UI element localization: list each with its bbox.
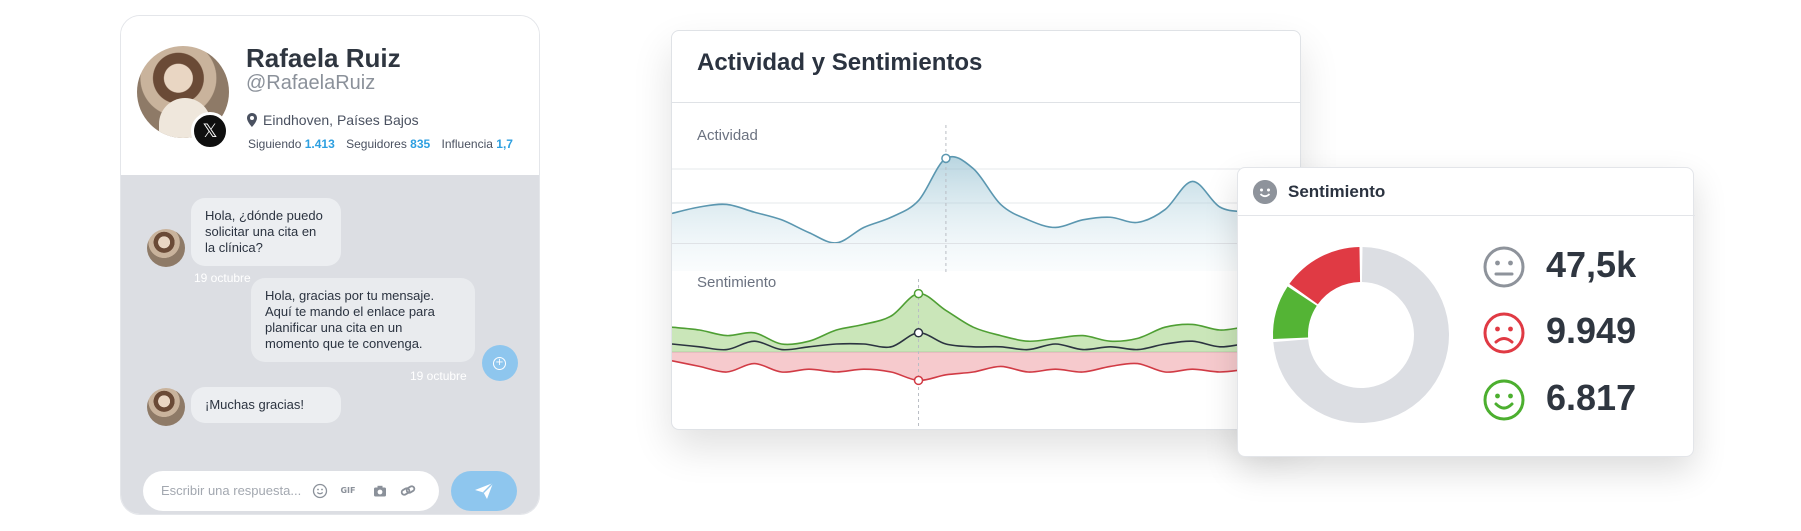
sentiment-card: Sentimiento 47,5k 9.949 6.817 — [1237, 167, 1695, 457]
send-button[interactable] — [451, 471, 517, 511]
profile-location: Eindhoven, Países Bajos — [247, 112, 419, 128]
reply-placeholder: Escribir una respuesta... — [161, 483, 302, 498]
gif-button[interactable]: GIF — [340, 486, 356, 495]
header-divider — [672, 102, 1300, 103]
sender-avatar — [147, 229, 185, 267]
positive-line — [672, 292, 1300, 346]
negative-point — [913, 375, 924, 386]
following-count: 1.413 — [304, 137, 335, 151]
negative-area — [672, 352, 1300, 381]
x-logo-icon: 𝕏 — [191, 112, 229, 150]
neutral-line — [672, 331, 1300, 351]
sentiment-panel-label: Sentimiento — [697, 274, 777, 291]
camera-icon[interactable] — [371, 482, 389, 500]
positive-point — [913, 288, 924, 299]
message-timestamp: 19 octubre — [410, 369, 467, 383]
positive-count: 6.817 — [1546, 377, 1637, 418]
influence-score: 1,7 — [496, 137, 513, 151]
message-bubble-incoming: ¡Muchas gracias! — [191, 387, 341, 423]
sentiment-chart — [672, 279, 1300, 429]
following-label: Siguiendo — [248, 137, 302, 151]
donut-slice-neutral — [1273, 247, 1449, 423]
chat-thread: Hola, ¿dónde puedo solicitar una cita en… — [121, 175, 539, 514]
brand-logo-icon: + — [493, 356, 506, 370]
donut-slice-negative — [1289, 247, 1361, 305]
negative-count: 9.949 — [1546, 310, 1637, 351]
reply-input[interactable]: Escribir una respuesta... GIF — [143, 471, 439, 511]
location-text: Eindhoven, Países Bajos — [263, 112, 419, 128]
message-timestamp: 19 octubre — [194, 271, 251, 285]
message-bubble-outgoing: Hola, gracias por tu mensaje. Aquí te ma… — [251, 278, 475, 362]
send-icon — [475, 482, 494, 499]
sender-avatar — [147, 388, 185, 426]
neutral-point — [913, 328, 924, 338]
negative-line — [672, 360, 1300, 382]
sentiment-title: Sentimiento — [1288, 182, 1386, 201]
profile-stats: Siguiendo 1.413 Seguidores 835 Influenci… — [248, 137, 521, 151]
followers-count: 835 — [410, 137, 431, 151]
sentiment-donut-chart — [1273, 247, 1449, 423]
neutral-count: 47,5k — [1546, 244, 1637, 285]
activity-line — [672, 155, 1300, 244]
profile-name: Rafaela Ruiz — [246, 43, 401, 73]
profile-header: 𝕏 Rafaela Ruiz @RafaelaRuiz Eindhoven, P… — [121, 16, 539, 175]
location-pin-icon — [247, 113, 257, 127]
followers-label: Seguidores — [346, 137, 407, 151]
sad-face-icon — [1483, 312, 1525, 354]
donut-slice-positive — [1273, 286, 1317, 340]
emoji-icon[interactable] — [311, 482, 329, 500]
activity-chart — [672, 125, 1300, 273]
link-icon[interactable] — [399, 482, 417, 500]
brand-avatar: + — [482, 345, 518, 381]
activity-point — [941, 153, 951, 164]
activity-sentiment-card: Actividad y Sentimientos Actividad Senti… — [671, 30, 1301, 430]
happy-face-icon — [1483, 379, 1525, 421]
panel-divider — [672, 243, 1300, 244]
message-bubble-incoming: Hola, ¿dónde puedo solicitar una cita en… — [191, 198, 341, 266]
positive-area — [672, 293, 1300, 352]
smiley-icon — [1253, 180, 1277, 204]
card-title: Actividad y Sentimientos — [697, 49, 983, 76]
sentiment-header: Sentimiento — [1238, 168, 1695, 216]
influence-label: Influencia — [441, 137, 493, 151]
neutral-face-icon — [1483, 246, 1525, 288]
activity-panel-label: Actividad — [697, 127, 758, 144]
profile-card: 𝕏 Rafaela Ruiz @RafaelaRuiz Eindhoven, P… — [120, 15, 540, 515]
profile-handle: @RafaelaRuiz — [246, 72, 376, 94]
